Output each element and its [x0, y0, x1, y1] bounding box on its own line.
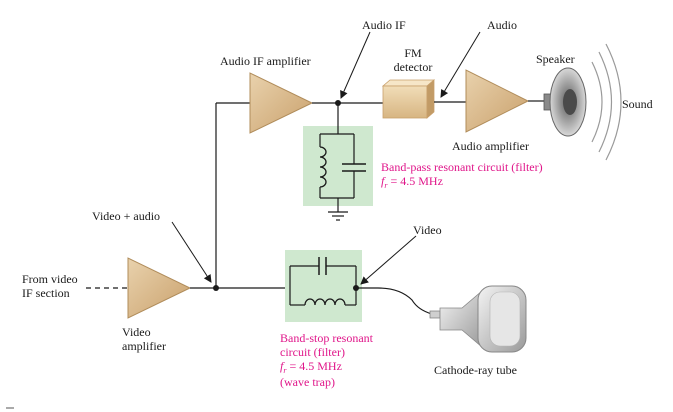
label-band-stop: Band-stop resonant circuit (filter) fr =…	[280, 331, 373, 389]
sound-waves	[591, 43, 622, 161]
pointer-arrow-audio-if	[340, 31, 371, 99]
label-band-stop-line2: circuit (filter)	[280, 345, 345, 359]
label-audio-amplifier: Audio amplifier	[452, 139, 529, 153]
label-band-stop-line1: Band-stop resonant	[280, 331, 373, 345]
label-cathode-ray-tube: Cathode-ray tube	[434, 363, 517, 377]
label-speaker: Speaker	[536, 52, 575, 66]
band-pass-freq-value: = 4.5 MHz	[387, 174, 443, 188]
ground-icon	[328, 211, 348, 221]
label-audio-if: Audio IF	[362, 18, 406, 32]
label-band-stop-line4: (wave trap)	[280, 375, 335, 389]
band-stop-filter-box	[285, 250, 362, 322]
wire-to-crt	[377, 287, 433, 315]
band-stop-freq-symbol: f	[280, 359, 284, 373]
band-pass-filter-box	[303, 126, 373, 206]
video-amplifier	[127, 257, 192, 319]
label-video-amplifier-line1: Video	[122, 325, 151, 339]
label-audio: Audio	[487, 18, 517, 32]
crt-icon	[429, 285, 527, 353]
label-band-pass: Band-pass resonant circuit (filter) fr =…	[381, 160, 543, 190]
label-audio-if-amplifier: Audio IF amplifier	[220, 54, 311, 68]
label-from-video-line2: IF section	[22, 286, 70, 300]
band-pass-freq-subscript: r	[384, 181, 388, 190]
audio-if-amplifier	[249, 72, 314, 134]
label-video-plus-audio: Video + audio	[92, 209, 161, 223]
audio-amplifier	[465, 69, 530, 133]
fm-detector-block	[381, 79, 436, 119]
label-fm-detector: FM detector	[384, 46, 442, 74]
label-band-pass-freq: fr = 4.5 MHz	[381, 174, 543, 190]
pointer-arrow-video-audio	[171, 221, 212, 283]
bp-inductor	[319, 146, 327, 188]
label-video: Video	[413, 223, 442, 237]
bs-inductor	[304, 298, 346, 306]
label-band-stop-freq: fr = 4.5 MHz	[280, 359, 373, 375]
label-sound: Sound	[622, 97, 653, 111]
band-stop-freq-value: = 4.5 MHz	[286, 359, 342, 373]
label-from-video-line1: From video	[22, 272, 78, 286]
label-video-amplifier-line2: amplifier	[122, 339, 166, 353]
junction-dot	[213, 285, 219, 291]
label-from-video: From video IF section	[22, 272, 78, 300]
pointer-arrow-video	[360, 235, 417, 285]
pointer-arrow-audio	[440, 31, 481, 98]
label-band-pass-title: Band-pass resonant circuit (filter)	[381, 160, 543, 174]
band-stop-freq-subscript: r	[283, 366, 287, 375]
label-fm-detector-line2: detector	[393, 60, 433, 74]
speaker-icon	[543, 67, 587, 137]
band-pass-freq-symbol: f	[381, 174, 385, 188]
label-fm-detector-line1: FM	[404, 46, 422, 60]
label-video-amplifier: Video amplifier	[122, 325, 184, 353]
